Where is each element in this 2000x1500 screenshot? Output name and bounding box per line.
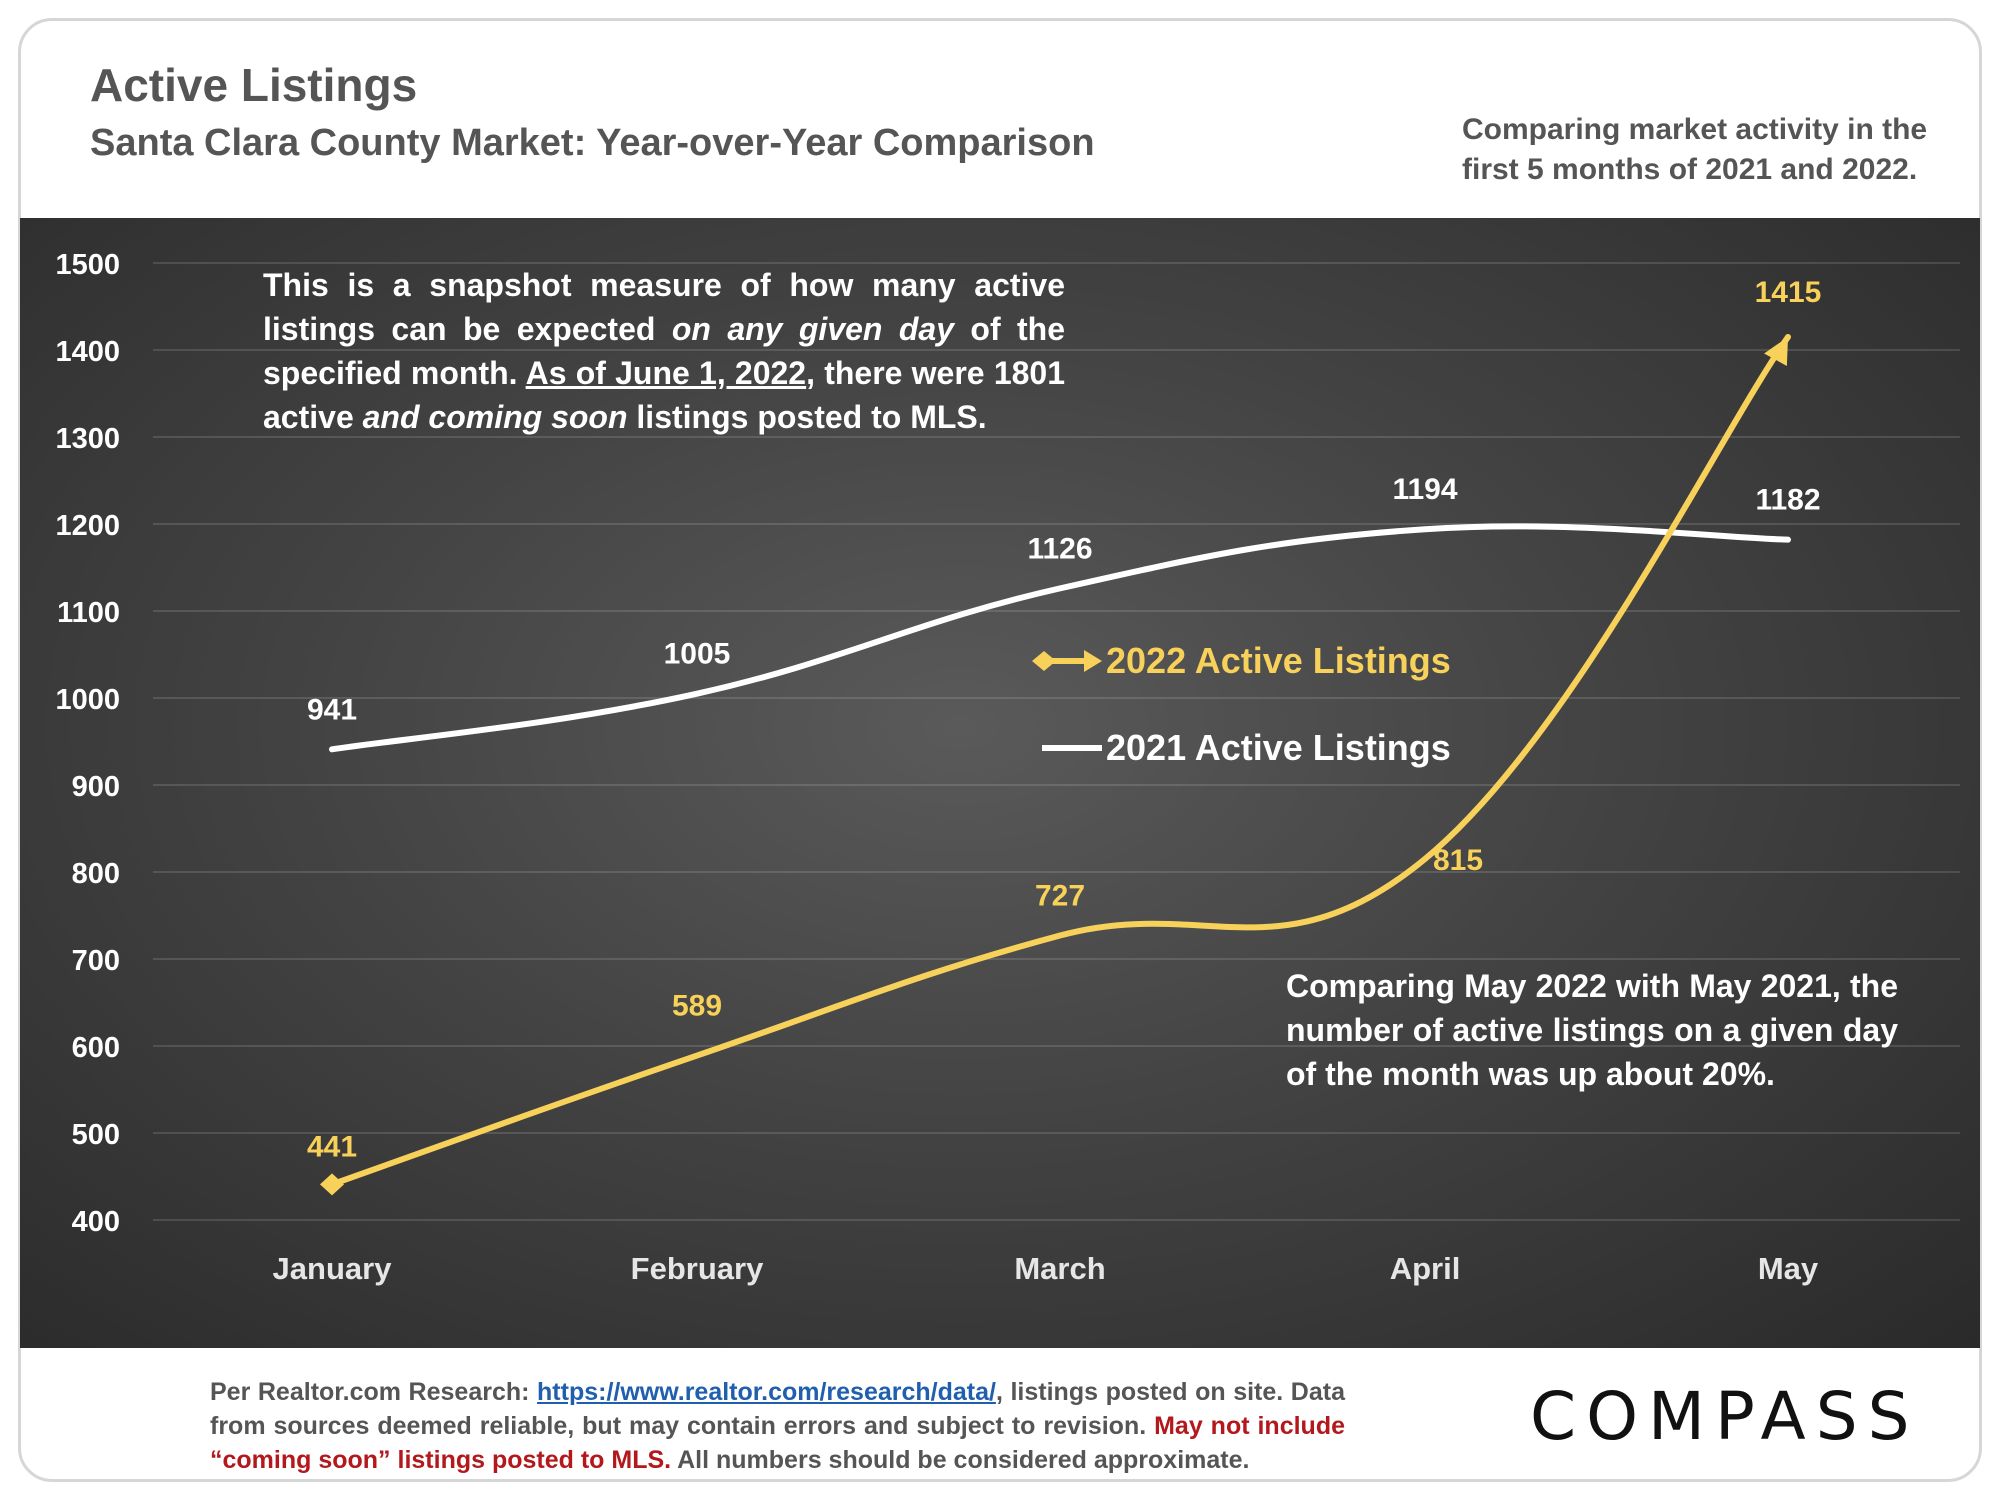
y-tick-label: 600 (72, 1032, 120, 1064)
snapshot-annotation: This is a snapshot measure of how many a… (263, 263, 1065, 439)
y-tick-label: 1200 (55, 510, 120, 542)
data-label-2021: 1182 (1755, 484, 1820, 517)
data-label-2022: 815 (1433, 844, 1483, 877)
comparison-note: Comparing market activity in the first 5… (1462, 113, 1928, 186)
annotation-text: , there were 1801 active (263, 355, 1066, 435)
data-label-2022: 727 (1035, 880, 1085, 913)
compass-logo: COMPASS (1530, 1378, 1920, 1455)
annotation-italic: and coming soon (362, 399, 628, 435)
source-footer: Per Realtor.com Research: https://www.re… (210, 1375, 1345, 1477)
footer-text: , listings posted on site. Data from sou… (210, 1378, 1345, 1440)
y-tick-label: 1300 (55, 423, 120, 455)
chart-area: 400 500 600 700 800 900 1000 1100 1200 1300 1400 15… (20, 218, 1980, 1348)
annotation-text: of the specified month. (263, 311, 1066, 391)
legend-2021-label: 2021 Active Listings (1106, 727, 1451, 768)
footer-suffix: All numbers should be considered approxi… (671, 1446, 1250, 1474)
legend-2022-diamond (1032, 651, 1056, 671)
series-2022-start-marker (320, 1173, 344, 1196)
data-label-2021: 1194 (1392, 473, 1457, 506)
y-tick-label: 1000 (55, 684, 120, 716)
data-label-2022: 589 (672, 990, 722, 1023)
annotation-italic: on any given day (671, 311, 954, 347)
source-link[interactable]: https://www.realtor.com/research/data/ (537, 1378, 996, 1406)
series-2022-end-arrow (1764, 336, 1788, 366)
data-label-2021: 941 (307, 693, 357, 726)
x-tick-label: April (1390, 1251, 1461, 1286)
y-tick-label: 900 (72, 771, 120, 803)
y-tick-label: 500 (72, 1119, 120, 1151)
x-tick-label: May (1758, 1251, 1819, 1286)
annotation-text: listings posted to MLS. (627, 399, 987, 435)
y-tick-label: 1500 (55, 249, 120, 281)
page-title: Active Listings (90, 59, 418, 111)
y-tick-label: 1100 (57, 597, 120, 629)
annotation-underline: As of June 1, 2022 (525, 355, 807, 391)
y-tick-label: 700 (72, 945, 120, 977)
data-label-2021: 1005 (664, 638, 731, 671)
legend-2022-label: 2022 Active Listings (1106, 640, 1451, 681)
page-subtitle: Santa Clara County Market: Year-over-Yea… (90, 122, 1095, 164)
x-tick-label: March (1014, 1251, 1105, 1286)
x-tick-label: February (631, 1251, 764, 1286)
data-label-2022: 441 (307, 1130, 357, 1163)
series-2022-line (329, 333, 1791, 1188)
line-chart: 400 500 600 700 800 900 1000 1100 1200 1300 1400 15… (55, 249, 1960, 1286)
footer-warning: May not include “coming soon” listings p… (210, 1412, 1345, 1474)
y-tick-label: 400 (72, 1206, 120, 1238)
y-tick-label: 800 (72, 858, 120, 890)
data-label-2021: 1126 (1027, 532, 1092, 565)
y-tick-label: 1400 (55, 336, 120, 368)
legend-2022-arrow (1084, 650, 1102, 672)
may-comparison-annotation: Comparing May 2022 with May 2021, the nu… (1286, 968, 1898, 1092)
footer-prefix: Per Realtor.com Research: (210, 1378, 538, 1406)
series-2021-line (329, 523, 1791, 753)
x-tick-label: January (273, 1251, 393, 1286)
annotation-text: This is a snapshot measure of how many a… (263, 267, 1065, 347)
data-label-2022: 1415 (1755, 276, 1822, 309)
